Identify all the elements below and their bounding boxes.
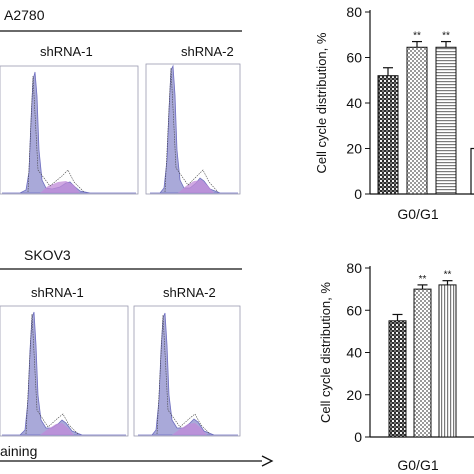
- y-tick-label: 80: [346, 4, 362, 20]
- y-tick-label: 20: [346, 387, 362, 403]
- cell-line-label: SKOV3: [24, 247, 71, 263]
- bar: [406, 46, 428, 195]
- bar: [413, 288, 432, 438]
- y-tick-label: 40: [346, 345, 362, 361]
- y-tick-label: 40: [346, 95, 362, 111]
- bar: [377, 75, 399, 195]
- significance-marker: **: [419, 274, 427, 285]
- y-tick-label: 60: [346, 302, 362, 318]
- significance-marker: **: [442, 31, 450, 42]
- significance-marker: **: [413, 31, 421, 42]
- flow-histogram: [133, 305, 241, 437]
- flow-histogram: [145, 63, 241, 195]
- bar: [438, 284, 457, 438]
- histogram-label: shRNA-2: [181, 44, 234, 59]
- flow-histogram: [0, 65, 139, 195]
- bar: [470, 147, 474, 195]
- y-tick-label: 60: [346, 50, 362, 66]
- flow-histogram: [0, 305, 129, 437]
- bar: [435, 46, 457, 195]
- y-tick-label: 80: [346, 260, 362, 276]
- cell-line-label: A2780: [4, 7, 45, 23]
- x-tick-label: G0/G1: [397, 457, 438, 473]
- y-axis-label: Cell cycle distribution, %: [318, 282, 333, 423]
- y-tick-label: 20: [346, 141, 362, 157]
- y-axis-label: Cell cycle distribution, %: [314, 32, 329, 173]
- histogram-label: shRNA-1: [31, 285, 84, 300]
- bar-chart: 0 20 40 60 80 Cell cycle distribution, % ** ** G…: [318, 260, 474, 473]
- histogram-label: shRNA-1: [40, 44, 93, 59]
- bar: [388, 320, 407, 438]
- bar-chart: 0 20 40 60 80 Cell cycle distribution, % ** ** G…: [314, 4, 474, 222]
- x-tick-label: G0/G1: [397, 206, 438, 222]
- y-tick-label: 0: [354, 186, 362, 202]
- staining-label: aining: [0, 443, 37, 459]
- y-tick-label: 0: [354, 429, 362, 445]
- histogram-label: shRNA-2: [163, 285, 216, 300]
- staining-arrow-head: [261, 455, 274, 467]
- significance-marker: **: [444, 270, 452, 281]
